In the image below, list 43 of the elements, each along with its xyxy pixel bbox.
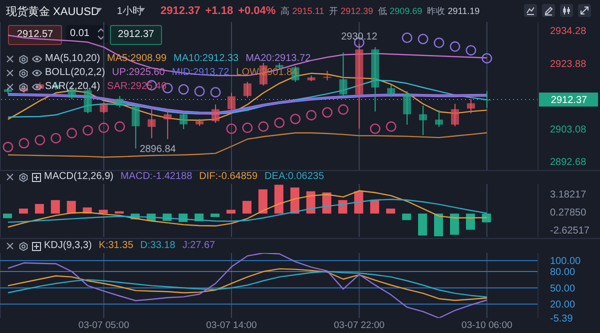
text: 开 2912.39 [329, 6, 374, 16]
y-tick-label: -5.39 [550, 314, 574, 324]
chart-title: 现货黄金 XAUUSD [6, 4, 99, 18]
ref-line-label: 2912.37 [550, 95, 588, 106]
y-tick-label: 2934.28 [550, 26, 587, 38]
text: +0.04% [238, 5, 276, 17]
x-tick-label: 03-10 06:00 [462, 320, 512, 331]
y-tick-label: 2903.08 [550, 124, 587, 136]
y-tick-label: 3.18217 [550, 189, 587, 200]
price-box: 2912.37 [110, 25, 162, 45]
annotation: MA(5,10,20) [45, 53, 100, 65]
legend-title: KDJ(9,3,3) [44, 240, 92, 252]
text: 2912.37 [160, 5, 200, 17]
text: K:31.35 [98, 240, 134, 252]
x-tick-label: 03-07 22:00 [334, 320, 385, 331]
annotation: 2930.12 [341, 32, 378, 43]
x-tick-label: 03-07 05:00 [78, 320, 130, 331]
text: DIF:-0.64859 [199, 171, 258, 183]
y-tick-label: 2923.88 [550, 58, 587, 70]
y-tick-label: 100.00 [550, 256, 582, 268]
x-tick-label: 03-07 14:00 [206, 320, 257, 331]
y-tick-label: 50.00 [550, 283, 576, 294]
text: J:27.67 [182, 240, 216, 252]
price-box: 2912.57 [8, 25, 62, 45]
y-tick-label: 80.00 [550, 267, 576, 278]
legend-title: MACD(12,26,9) [44, 171, 114, 183]
y-tick-label: -2.62517 [550, 225, 590, 236]
text: MACD:-1.42188 [120, 171, 192, 183]
amount-box: 0.01 [66, 25, 108, 43]
annotation: 2896.84 [140, 144, 176, 156]
text: DEA:0.06235 [264, 171, 324, 183]
text: 高 2915.11 [280, 6, 324, 16]
text: 昨收 2911.19 [427, 6, 480, 16]
y-tick-label: 2892.68 [550, 157, 587, 168]
y-tick-label: 0.27850 [550, 207, 587, 218]
annotation: BOLL(20,2,2) [45, 67, 106, 79]
text: MA20:2913.72 [246, 53, 311, 65]
y-tick-label: 20.00 [550, 300, 576, 311]
text: MA10:2912.33 [174, 53, 239, 65]
text: +1.18 [205, 5, 234, 17]
series-label: UP:2925.60 [112, 67, 165, 79]
text: 低 2909.69 [378, 6, 422, 16]
text: D:33.18 [140, 240, 176, 252]
